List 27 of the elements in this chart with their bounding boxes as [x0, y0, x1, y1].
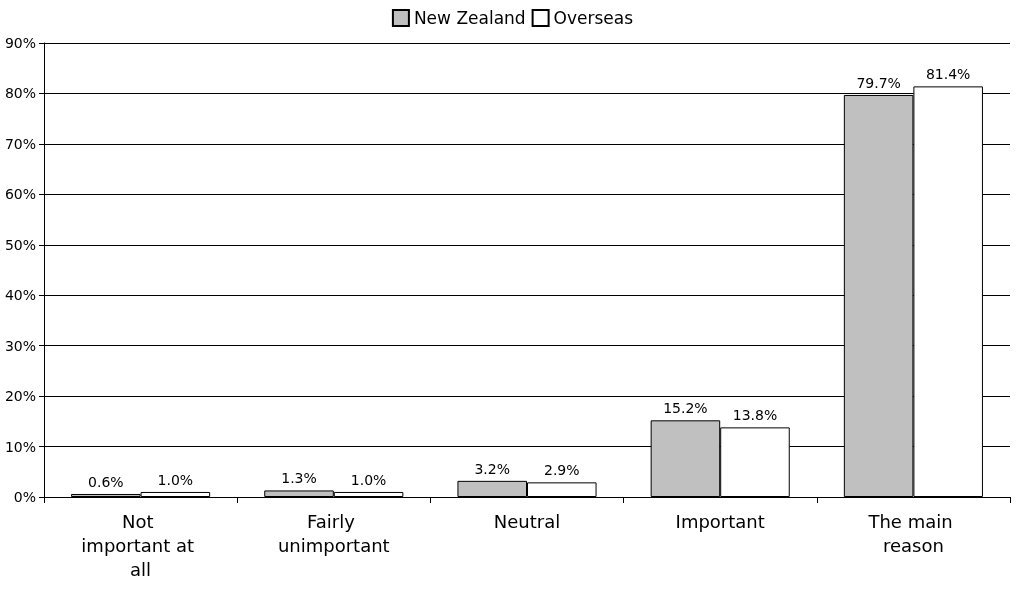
- legend-label: New Zealand: [413, 8, 526, 28]
- data-label: 13.8%: [732, 407, 778, 424]
- data-label: 1.0%: [350, 471, 387, 488]
- y-tick-label: 30%: [4, 337, 36, 354]
- y-tick-label: 20%: [4, 388, 36, 405]
- data-label: 79.7%: [856, 74, 901, 91]
- legend-label: Overseas: [553, 8, 634, 28]
- x-tick-label: Important: [675, 510, 765, 532]
- x-tick-label: The main reason: [867, 510, 959, 556]
- y-tick-label: 0%: [13, 489, 36, 505]
- y-tick-label: 90%: [4, 35, 36, 51]
- y-tick-label: 50%: [4, 236, 36, 253]
- data-label: 1.3%: [281, 470, 317, 487]
- x-tick-label: Neutral: [493, 510, 561, 532]
- x-tick-label: Fairly unimportant: [277, 510, 390, 556]
- y-tick-label: 10%: [4, 438, 36, 455]
- data-label: 1.0%: [157, 471, 194, 488]
- data-label: 2.9%: [543, 462, 580, 479]
- data-label: 3.2%: [474, 460, 511, 477]
- y-tick-label: 60%: [4, 186, 36, 203]
- data-label: 81.4%: [925, 66, 971, 83]
- y-tick-label: 80%: [4, 85, 36, 102]
- data-label: 15.2%: [663, 400, 708, 417]
- x-tick-label: Not important at all: [81, 510, 200, 580]
- y-tick-label: 70%: [4, 135, 36, 152]
- data-label: 0.6%: [88, 473, 124, 490]
- y-tick-label: 40%: [4, 287, 36, 304]
